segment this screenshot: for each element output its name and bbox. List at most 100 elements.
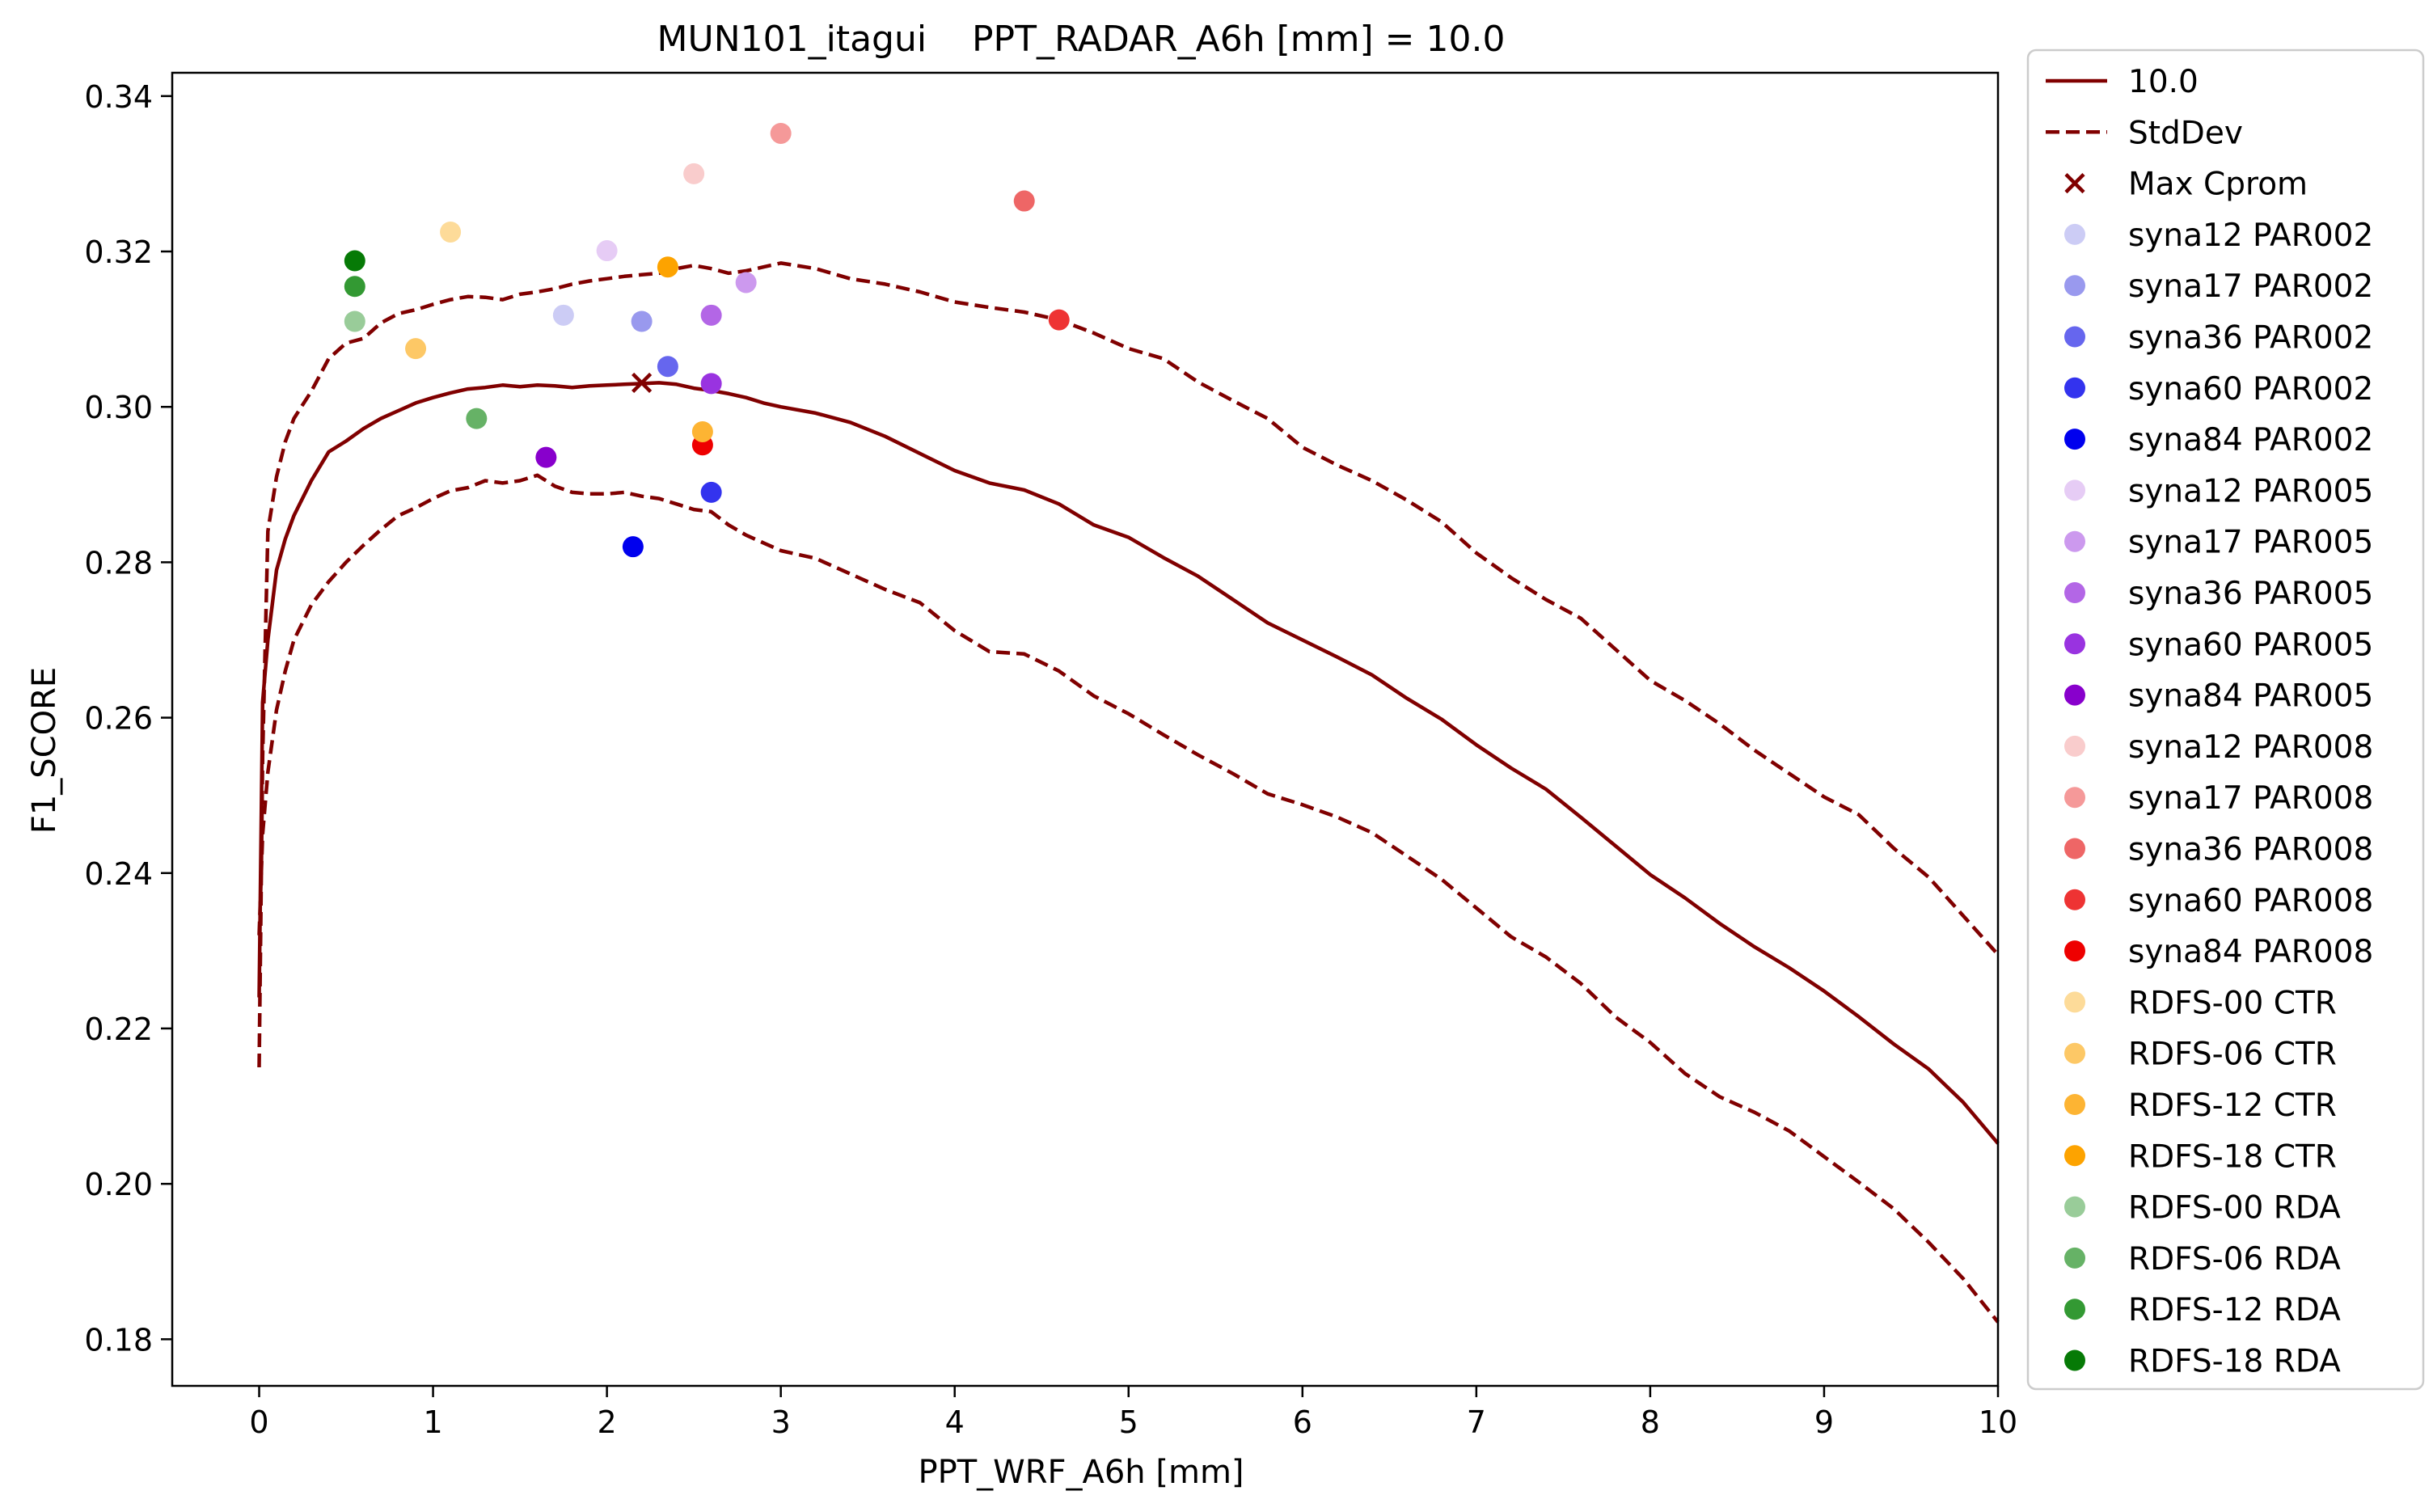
legend-label: syna17 PAR005	[2128, 525, 2373, 561]
data-point	[344, 250, 365, 272]
legend-swatch-dot	[2064, 735, 2085, 757]
y-tick-label: 0.32	[84, 234, 153, 270]
y-tick-label: 0.28	[84, 545, 153, 581]
legend-swatch-dot	[2064, 1299, 2085, 1320]
legend-label: syna12 PAR002	[2128, 218, 2373, 254]
legend-swatch-dot	[2064, 940, 2085, 962]
x-tick-label: 6	[1293, 1404, 1312, 1440]
legend-swatch-dot	[2064, 223, 2085, 245]
legend-label: RDFS-12 CTR	[2128, 1088, 2337, 1124]
legend-swatch-dot	[2064, 1094, 2085, 1115]
x-tick-label: 7	[1467, 1404, 1486, 1440]
x-axis-ticks: 0 1 2 3 4 5 6 7 8 9 10	[249, 1386, 2017, 1440]
legend-swatch-dot	[2064, 377, 2085, 399]
legend-swatch-dot	[2064, 1349, 2085, 1371]
legend-label: Max Cprom	[2128, 167, 2308, 203]
legend-label: syna60 PAR002	[2128, 371, 2373, 408]
chart-title: MUN101_itagui PPT_RADAR_A6h [mm] = 10.0	[657, 19, 1506, 60]
x-tick-label: 0	[249, 1404, 268, 1440]
x-tick-label: 2	[598, 1404, 617, 1440]
legend-label: RDFS-00 CTR	[2128, 985, 2337, 1021]
legend-swatch-dot	[2064, 838, 2085, 859]
legend-swatch-dot	[2064, 633, 2085, 655]
legend-label: syna36 PAR005	[2128, 576, 2373, 612]
mean-line	[257, 381, 2000, 1145]
legend-label: syna84 PAR002	[2128, 422, 2373, 458]
data-point	[770, 122, 792, 144]
legend-label: syna36 PAR002	[2128, 320, 2373, 357]
stddev-line	[257, 261, 2000, 1068]
x-tick-label: 5	[1119, 1404, 1138, 1440]
legend-label: 10.0	[2128, 64, 2199, 100]
legend-label: syna36 PAR008	[2128, 832, 2373, 868]
legend-label: RDFS-12 RDA	[2128, 1292, 2341, 1328]
data-point	[1013, 190, 1035, 212]
stddev-line	[257, 473, 2000, 1324]
legend-label: RDFS-18 RDA	[2128, 1344, 2341, 1380]
data-point	[466, 408, 488, 429]
x-tick-label: 4	[945, 1404, 965, 1440]
data-point	[622, 536, 644, 558]
y-tick-label: 0.26	[84, 701, 153, 737]
legend-swatch-x	[2064, 173, 2085, 194]
legend-swatch-dot	[2064, 991, 2085, 1013]
legend: 10.0 StdDev Max Cprom syna12 PAR002 syna17 P…	[2026, 49, 2425, 1391]
data-point	[735, 272, 757, 294]
data-point	[535, 446, 557, 468]
data-point	[631, 310, 653, 332]
legend-swatch-dot	[2064, 582, 2085, 603]
legend-label: RDFS-06 CTR	[2128, 1037, 2337, 1073]
legend-label: RDFS-06 RDA	[2128, 1241, 2341, 1278]
y-tick-label: 0.18	[84, 1322, 153, 1358]
y-tick-label: 0.24	[84, 856, 153, 892]
legend-swatch-dot	[2064, 479, 2085, 501]
legend-swatch-dot	[2064, 1247, 2085, 1269]
legend-label: syna12 PAR008	[2128, 729, 2373, 766]
legend-swatch-dot	[2064, 275, 2085, 297]
y-axis-label: F1_SCORE	[26, 667, 63, 834]
data-point	[552, 304, 574, 326]
data-point	[596, 240, 618, 262]
legend-label: RDFS-00 RDA	[2128, 1190, 2341, 1227]
data-point	[440, 221, 462, 243]
x-tick-label: 1	[423, 1404, 442, 1440]
x-tick-label: 9	[1814, 1404, 1834, 1440]
data-point	[691, 420, 713, 442]
data-point	[405, 338, 427, 360]
legend-label: RDFS-18 CTR	[2128, 1138, 2337, 1175]
legend-label: syna60 PAR005	[2128, 627, 2373, 663]
plot-frame	[171, 71, 2000, 1387]
data-point	[657, 256, 678, 278]
x-tick-label: 3	[771, 1404, 791, 1440]
legend-frame	[2026, 49, 2425, 1391]
legend-swatch-dot	[2064, 429, 2085, 450]
data-point	[700, 373, 722, 395]
y-tick-label: 0.34	[84, 79, 153, 115]
data-point	[683, 163, 705, 184]
legend-label: syna84 PAR005	[2128, 678, 2373, 715]
legend-swatch-dot	[2064, 1042, 2085, 1064]
data-point	[344, 276, 365, 298]
y-tick-label: 0.22	[84, 1012, 153, 1047]
x-tick-label: 10	[1979, 1404, 2017, 1440]
max-cprom-marker	[631, 372, 653, 394]
legend-label: syna60 PAR008	[2128, 883, 2373, 919]
legend-label: syna84 PAR008	[2128, 934, 2373, 970]
legend-swatch-dot	[2064, 1145, 2085, 1167]
data-point	[1048, 309, 1070, 331]
legend-swatch-dot	[2064, 889, 2085, 910]
legend-swatch-dot	[2064, 1196, 2085, 1218]
y-tick-label: 0.30	[84, 390, 153, 425]
x-tick-label: 8	[1641, 1404, 1660, 1440]
y-axis-ticks: 0.18 0.20 0.22 0.24 0.26 0.28 0.30 0.32 0.34	[84, 79, 172, 1358]
legend-label: syna12 PAR005	[2128, 473, 2373, 509]
legend-label: syna17 PAR002	[2128, 268, 2373, 305]
data-point	[700, 304, 722, 326]
plot-area	[257, 122, 2000, 1324]
data-point	[700, 481, 722, 503]
legend-swatch-dot	[2064, 326, 2085, 348]
legend-swatch-dot	[2064, 684, 2085, 706]
data-point	[657, 356, 678, 378]
legend-swatch-dot	[2064, 787, 2085, 809]
